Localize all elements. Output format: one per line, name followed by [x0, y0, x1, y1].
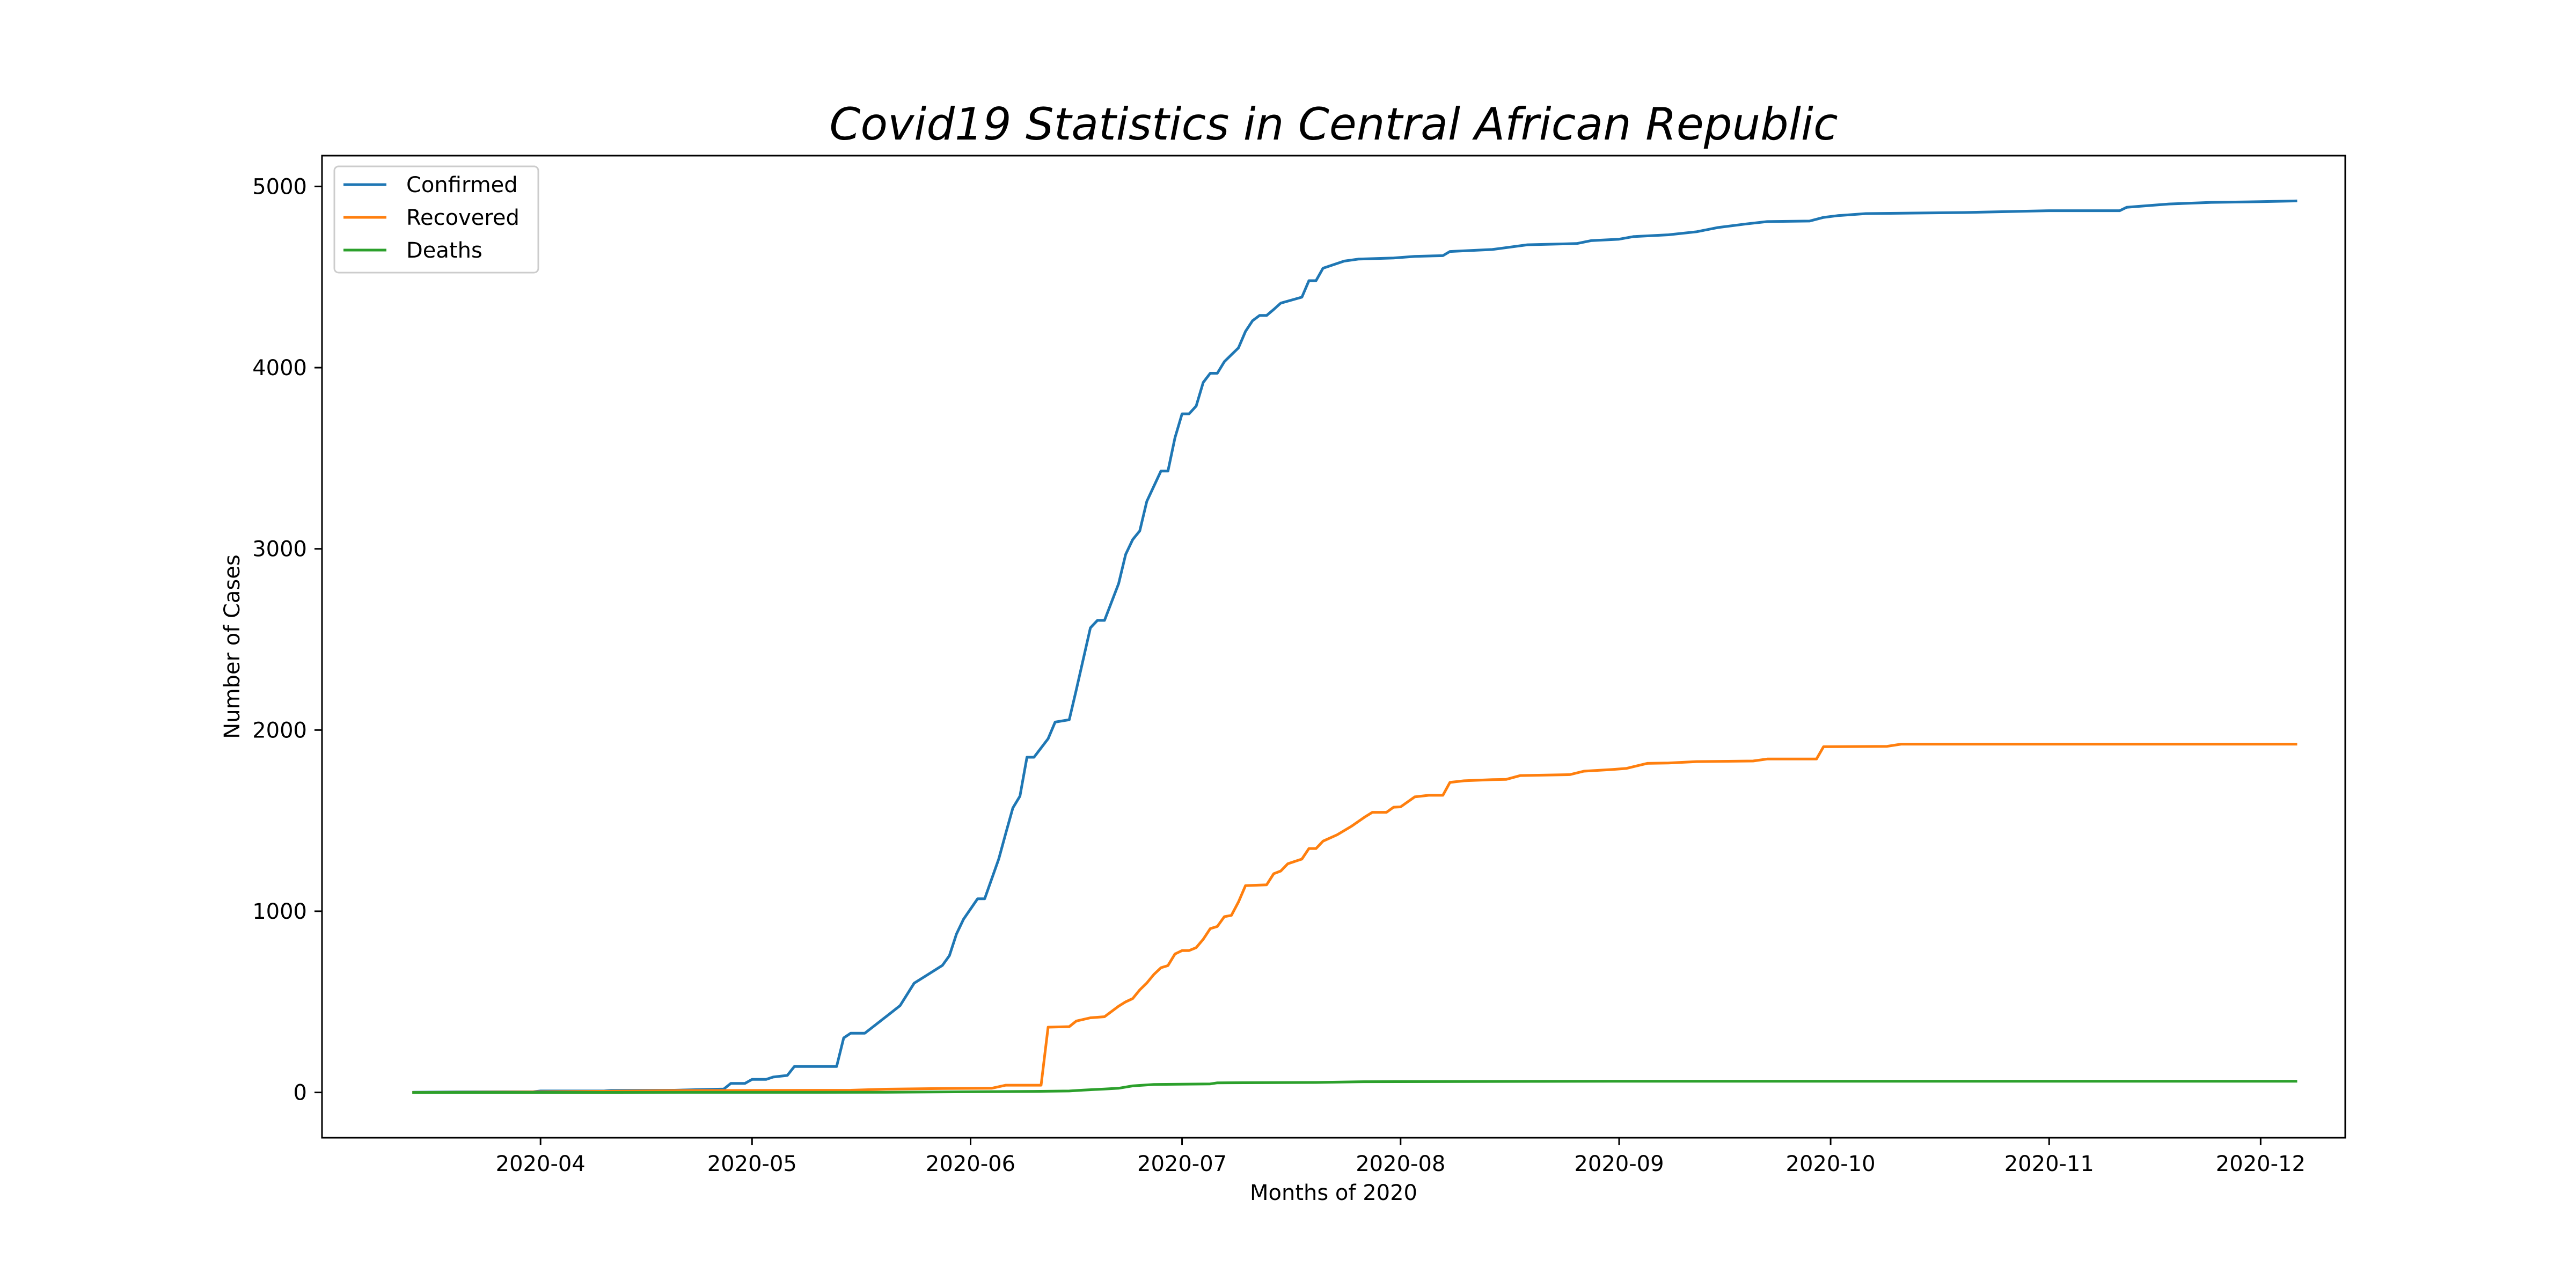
y-tick-label: 0	[294, 1081, 307, 1106]
series-line-confirmed	[412, 199, 2297, 1094]
x-tick-label: 2020-12	[2216, 1152, 2306, 1176]
y-tick-label: 3000	[252, 537, 307, 562]
y-tick-label: 1000	[252, 899, 307, 924]
x-tick-label: 2020-06	[926, 1152, 1015, 1176]
series-layer	[412, 199, 2297, 1094]
x-tick-label: 2020-07	[1137, 1152, 1227, 1176]
x-tick-label: 2020-10	[1786, 1152, 1876, 1176]
legend-label-recovered: Recovered	[406, 206, 519, 230]
chart-title: Covid19 Statistics in Central African Re…	[829, 98, 1838, 150]
series-line-recovered	[412, 743, 2297, 1094]
y-tick-label: 2000	[252, 718, 307, 743]
series-line-deaths	[412, 1080, 2297, 1094]
x-tick-label: 2020-09	[1574, 1152, 1664, 1176]
y-tick-label: 5000	[252, 174, 307, 199]
y-axis-label: Number of Cases	[220, 554, 245, 738]
x-tick-label: 2020-08	[1356, 1152, 1445, 1176]
x-axis-label: Months of 2020	[1250, 1181, 1417, 1205]
legend-frame	[333, 165, 539, 274]
y-axis-ticks: 0 1000 2000 3000 4000 5000	[252, 174, 322, 1106]
legend: Confirmed Recovered Deaths	[333, 165, 539, 274]
x-tick-label: 2020-05	[707, 1152, 797, 1176]
y-tick-label: 4000	[252, 356, 307, 380]
plot-frame	[321, 155, 2346, 1139]
legend-label-confirmed: Confirmed	[406, 173, 518, 197]
legend-label-deaths: Deaths	[406, 238, 482, 263]
x-axis-ticks: 2020-04 2020-05 2020-06 2020-07 2020-08 2020-…	[496, 1138, 2306, 1176]
x-tick-label: 2020-04	[496, 1152, 586, 1176]
x-tick-label: 2020-11	[2004, 1152, 2094, 1176]
